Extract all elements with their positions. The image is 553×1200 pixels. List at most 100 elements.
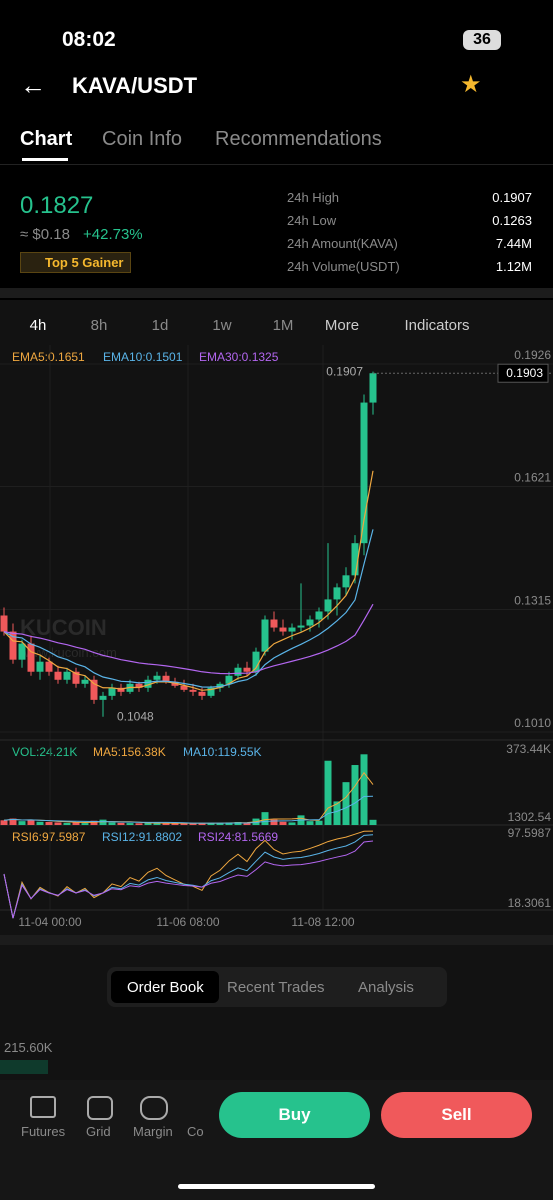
stat-value: 7.44M — [495, 236, 532, 251]
watermark: KUCOIN — [20, 615, 107, 640]
y-tick-label: 0.1010 — [514, 716, 551, 730]
vol-legend: MA5:156.38K — [93, 745, 166, 759]
y-tick-label: 0.1926 — [514, 348, 551, 362]
candle-body — [360, 402, 368, 544]
candle-body — [315, 611, 323, 620]
vol-legend: MA10:119.55K — [183, 745, 262, 759]
segment[interactable]: Analysis — [358, 979, 414, 996]
candle-body — [36, 661, 44, 672]
volume-bar — [216, 823, 224, 825]
volume-bar — [279, 821, 287, 825]
stat-value: 0.1907 — [492, 190, 532, 205]
time-label: 11-08 12:00 — [291, 915, 354, 929]
tab[interactable]: Recommendations — [215, 128, 382, 150]
candle-body — [324, 599, 332, 612]
candle-body — [297, 625, 305, 628]
candle-body — [27, 643, 35, 672]
interval[interactable]: More — [324, 317, 360, 334]
volume-bar — [135, 823, 143, 825]
candle-body — [351, 543, 359, 576]
volume-bar — [45, 822, 53, 825]
tab[interactable]: Coin Info — [102, 128, 183, 150]
tab-active[interactable]: Chart — [20, 128, 73, 150]
candle-body — [18, 643, 26, 660]
candle-body — [108, 687, 116, 696]
volume-bar — [0, 820, 8, 825]
stat-label: 24h Low — [287, 213, 337, 228]
candle-body — [171, 681, 179, 686]
sell-button[interactable]: Sell — [381, 1092, 532, 1138]
candle-body — [198, 691, 206, 696]
volume-bar — [333, 801, 341, 825]
rsi-legend: RSI6:97.5987 — [12, 830, 86, 844]
interval[interactable]: 1M — [272, 317, 294, 334]
volume-bar — [243, 822, 251, 825]
candle-body — [279, 627, 287, 632]
candle-body — [144, 679, 152, 688]
stat-label: 24h Amount(KAVA) — [287, 236, 398, 251]
buy-button[interactable]: Buy — [219, 1092, 370, 1138]
candle-body — [216, 683, 224, 688]
volume-bar — [153, 823, 161, 825]
volume-bar — [342, 782, 350, 825]
nav-item[interactable]: Futures — [21, 1124, 66, 1139]
depth-label: 215.60K — [4, 1040, 53, 1055]
volume-bar — [90, 820, 98, 825]
nav-icon — [87, 1096, 113, 1120]
candle-body — [117, 687, 125, 692]
candle-body — [369, 373, 377, 403]
volume-bar — [18, 821, 26, 825]
interval[interactable]: 1w — [212, 317, 232, 334]
rsi-legend: RSI24:81.5669 — [198, 830, 278, 844]
nav-icon — [30, 1096, 56, 1118]
segment[interactable]: Recent Trades — [227, 979, 325, 996]
volume-bar — [171, 823, 179, 825]
volume-bar — [27, 819, 35, 825]
top-bg — [0, 0, 553, 300]
clock: 08:02 — [62, 28, 116, 51]
candle-body — [342, 575, 350, 588]
interval[interactable]: 4h — [29, 317, 47, 334]
vol-legend: VOL:24.21K — [12, 745, 77, 759]
volume-bar — [117, 822, 125, 825]
candle-body — [90, 679, 98, 700]
candle-body — [225, 675, 233, 684]
favorite-icon[interactable]: ★ — [460, 71, 482, 98]
candle-body — [9, 631, 17, 660]
candle-body — [243, 667, 251, 672]
nav-item[interactable]: Co — [187, 1124, 204, 1139]
gainer-badge[interactable]: Top 5 Gainer — [20, 252, 131, 273]
candle-body — [180, 685, 188, 690]
ema-legend: EMA5:0.1651 — [12, 350, 85, 364]
candle-body — [261, 619, 269, 652]
candle-body — [153, 675, 161, 680]
volume-bar — [126, 823, 134, 825]
volume-bar — [270, 819, 278, 825]
candle-body — [135, 683, 143, 688]
segment[interactable]: Order Book — [127, 979, 204, 996]
candle-body — [45, 661, 53, 672]
interval[interactable]: 1d — [151, 317, 169, 334]
nav-icon — [140, 1096, 168, 1120]
segment-active — [111, 971, 219, 1003]
nav-item[interactable]: Margin — [133, 1124, 173, 1139]
volume-bar — [108, 822, 116, 825]
interval[interactable]: Indicators — [404, 317, 470, 334]
back-button[interactable]: ← — [20, 70, 46, 100]
candle-body — [270, 619, 278, 628]
vol-axis-label: 373.44K — [506, 742, 551, 756]
interval[interactable]: 8h — [90, 317, 108, 334]
nav-item[interactable]: Grid — [86, 1124, 111, 1139]
candle-body — [99, 695, 107, 700]
stat-label: 24h Volume(USDT) — [287, 259, 400, 274]
time-label: 11-04 00:00 — [18, 915, 81, 929]
candle-body — [252, 651, 260, 672]
volume-bar — [99, 819, 107, 825]
ema-legend: EMA10:0.1501 — [103, 350, 183, 364]
candle-body — [63, 671, 71, 680]
pair-title[interactable]: KAVA/USDT — [72, 73, 198, 98]
stat-value: 1.12M — [495, 259, 532, 274]
volume-bar — [189, 823, 197, 825]
last-price-label: 0.1903 — [506, 366, 543, 380]
home-indicator — [178, 1184, 375, 1189]
